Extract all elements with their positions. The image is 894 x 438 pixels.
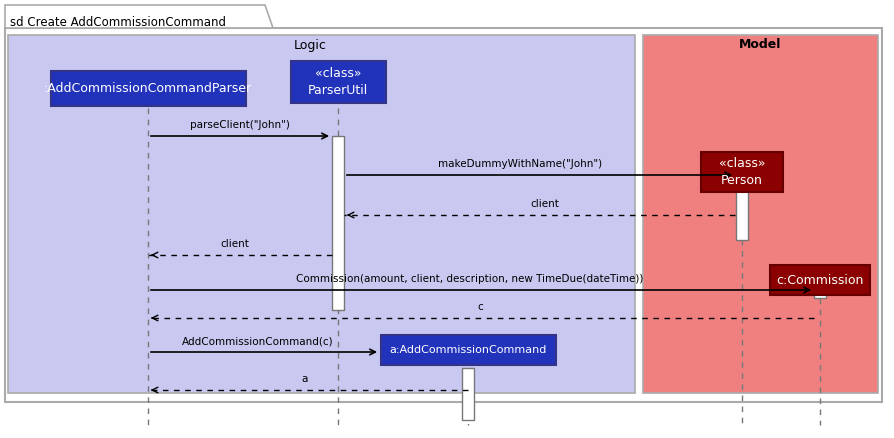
Bar bbox=[381, 335, 556, 365]
Bar bbox=[8, 35, 635, 393]
Bar bbox=[770, 265, 870, 295]
Text: client: client bbox=[530, 199, 560, 209]
Text: Model: Model bbox=[738, 39, 781, 52]
Bar bbox=[332, 136, 344, 310]
Text: c: c bbox=[477, 302, 483, 312]
Bar bbox=[462, 368, 474, 420]
Text: «class»
Person: «class» Person bbox=[719, 157, 765, 187]
Text: «class»
ParserUtil: «class» ParserUtil bbox=[308, 67, 368, 97]
Text: client: client bbox=[221, 239, 249, 249]
Bar bbox=[736, 175, 748, 240]
Bar bbox=[51, 71, 246, 106]
Bar bbox=[291, 61, 386, 103]
Text: makeDummyWithName("John"): makeDummyWithName("John") bbox=[438, 159, 602, 169]
Text: a:AddCommissionCommand: a:AddCommissionCommand bbox=[389, 345, 547, 355]
Bar bbox=[5, 28, 882, 402]
Polygon shape bbox=[5, 5, 273, 28]
Text: AddCommissionCommand(c): AddCommissionCommand(c) bbox=[182, 336, 333, 346]
Bar bbox=[814, 265, 826, 298]
Bar bbox=[701, 152, 783, 192]
Text: parseClient("John"): parseClient("John") bbox=[190, 120, 290, 130]
Text: Commission(amount, client, description, new TimeDue(dateTime)): Commission(amount, client, description, … bbox=[296, 274, 644, 284]
Text: c:Commission: c:Commission bbox=[776, 273, 864, 286]
Text: sd Create AddCommissionCommand: sd Create AddCommissionCommand bbox=[10, 17, 226, 29]
Bar bbox=[643, 35, 878, 393]
Text: Logic: Logic bbox=[293, 39, 326, 52]
Text: a: a bbox=[302, 374, 308, 384]
Text: :AddCommissionCommandParser: :AddCommissionCommandParser bbox=[44, 81, 252, 95]
